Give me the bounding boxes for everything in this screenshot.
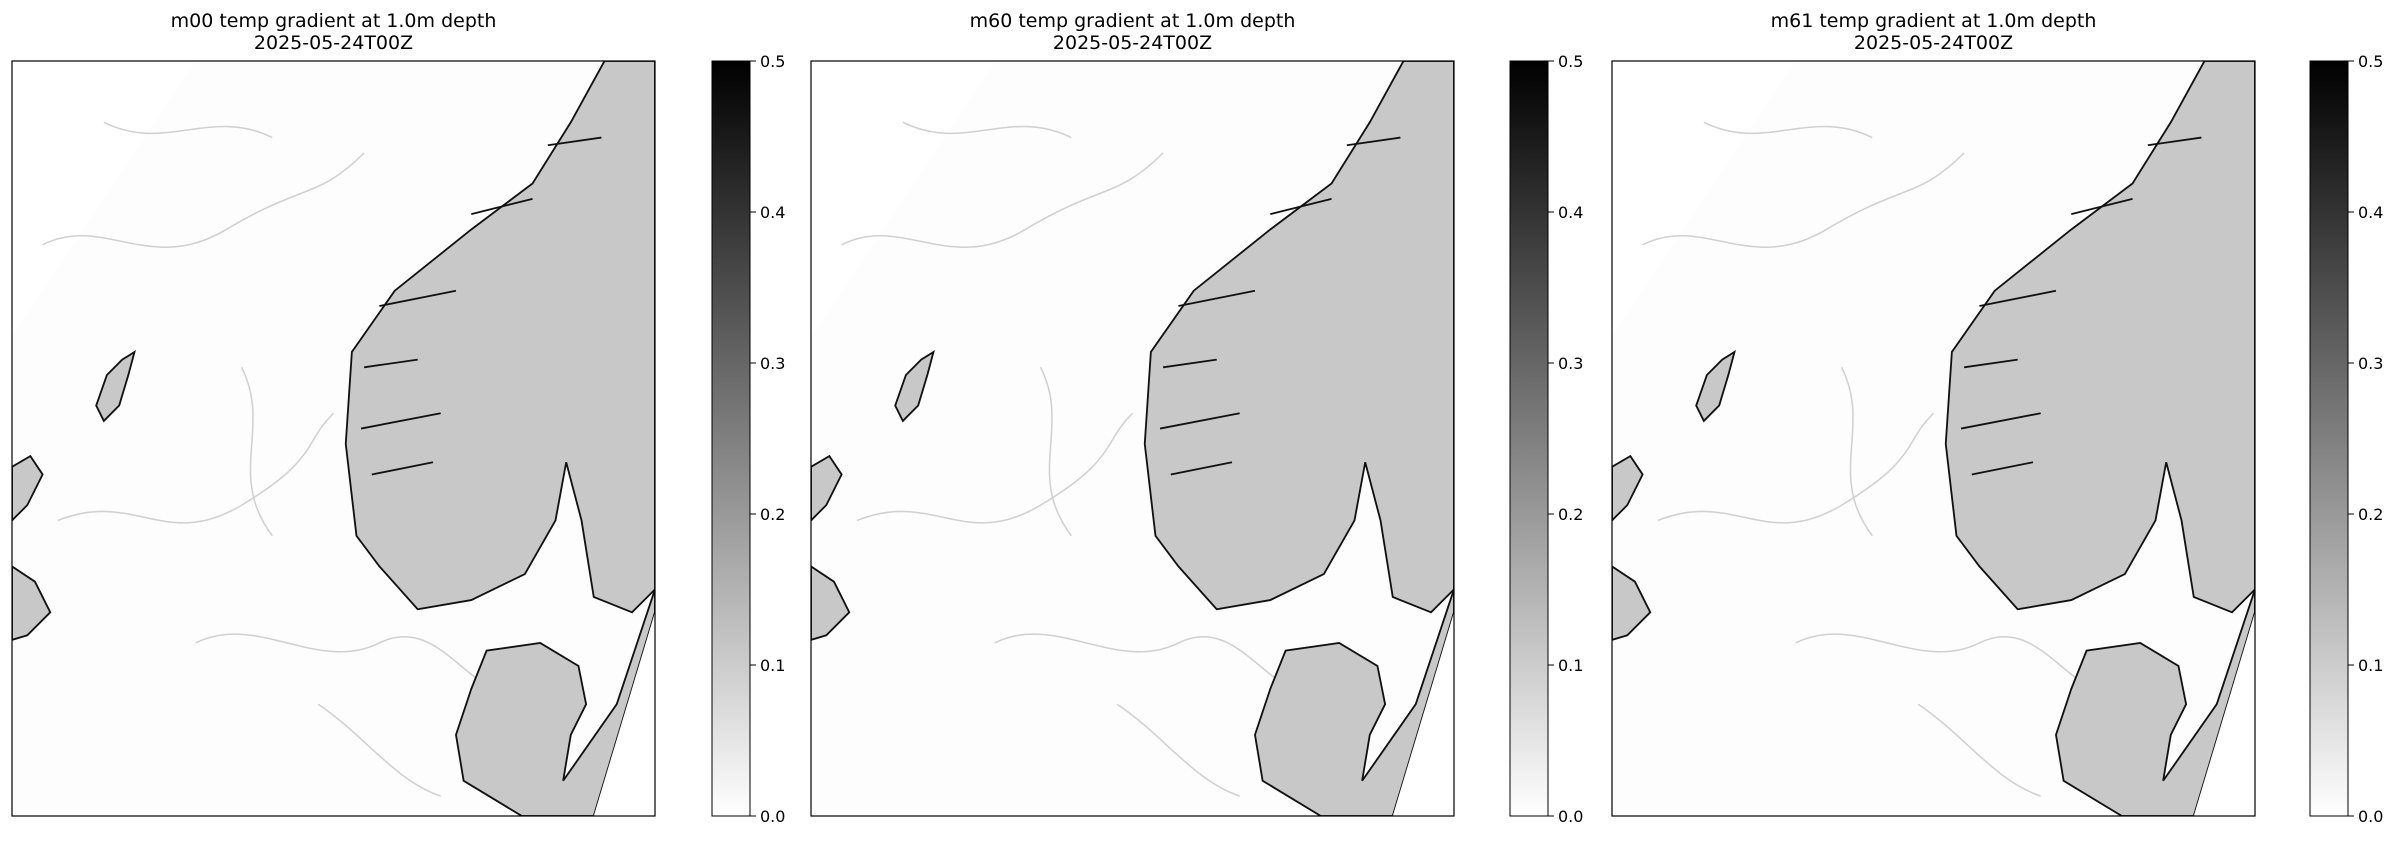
map-image (1612, 61, 2255, 816)
colorbar-tick-label: 0.5 (2358, 52, 2383, 71)
colorbar-tick-label: 0.2 (760, 505, 785, 524)
colorbar-tick-label: 0.1 (760, 656, 785, 675)
panel-subtitle: 2025-05-24T00Z (1053, 32, 1212, 54)
colorbar (2309, 60, 2349, 817)
colorbar-tick-label: 0.2 (2358, 505, 2383, 524)
colorbar-tick-label: 0.0 (1558, 807, 1583, 826)
colorbar-tick-label: 0.0 (760, 807, 785, 826)
panel-title: m60 temp gradient at 1.0m depth (970, 10, 1296, 32)
colorbar-tick-label: 0.4 (1558, 203, 1583, 222)
map-image (811, 61, 1454, 816)
panel: m61 temp gradient at 1.0m depth2025-05-2… (1611, 10, 2383, 826)
colorbar (711, 60, 751, 817)
colorbar-tick-label: 0.3 (2358, 354, 2383, 373)
panel: m60 temp gradient at 1.0m depth2025-05-2… (810, 10, 1583, 826)
panel-title: m61 temp gradient at 1.0m depth (1771, 10, 2097, 32)
colorbar-tick-label: 0.1 (1558, 656, 1583, 675)
map-frame (1611, 60, 2256, 817)
colorbar (1509, 60, 1549, 817)
panel-subtitle: 2025-05-24T00Z (254, 32, 413, 54)
colorbar-tick-label: 0.3 (1558, 354, 1583, 373)
colorbar-tick-label: 0.4 (760, 203, 785, 222)
colorbar-tick-label: 0.5 (1558, 52, 1583, 71)
map-image (12, 61, 655, 816)
panel-subtitle: 2025-05-24T00Z (1854, 32, 2013, 54)
map-frame (11, 60, 656, 817)
colorbar-tick-label: 0.3 (760, 354, 785, 373)
colorbar-tick-label: 0.1 (2358, 656, 2383, 675)
colorbar-tick-label: 0.4 (2358, 203, 2383, 222)
map-frame (810, 60, 1455, 817)
panel-title: m00 temp gradient at 1.0m depth (171, 10, 497, 32)
panel: m00 temp gradient at 1.0m depth2025-05-2… (11, 10, 785, 826)
colorbar-tick-label: 0.5 (760, 52, 785, 71)
colorbar-tick-label: 0.0 (2358, 807, 2383, 826)
colorbar-tick-label: 0.2 (1558, 505, 1583, 524)
